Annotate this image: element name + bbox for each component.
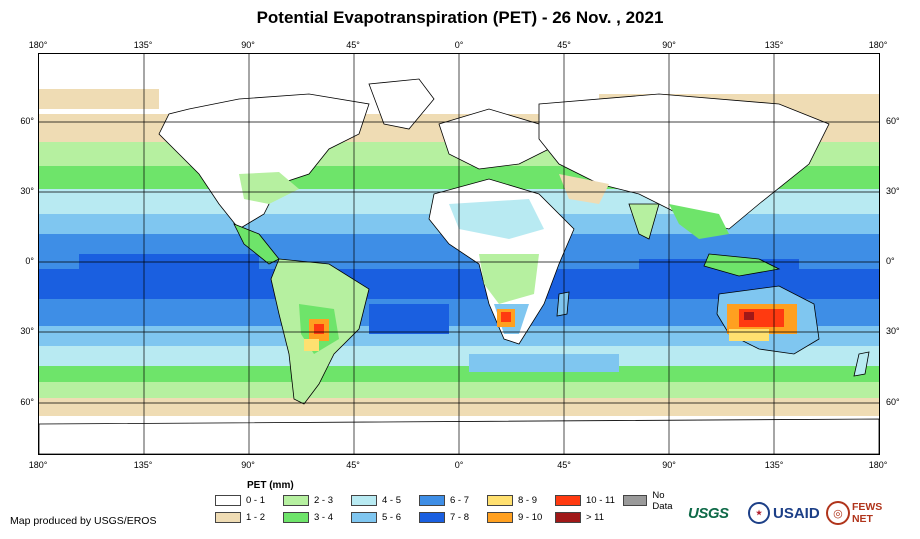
lat-tick-label: 60° xyxy=(886,116,900,126)
legend-item: 2 - 3 xyxy=(283,494,333,507)
fews-net-logo-text: FEWS NET xyxy=(851,501,883,525)
legend-item: 4 - 5 xyxy=(351,494,401,507)
lon-tick-label: 180° xyxy=(868,40,888,50)
lon-tick-label: 0° xyxy=(454,460,464,470)
legend-title: PET (mm) xyxy=(247,480,294,491)
legend-label: 6 - 7 xyxy=(450,495,470,506)
graticule xyxy=(39,54,879,454)
legend-item: 10 - 11 xyxy=(555,494,615,507)
legend-item: 3 - 4 xyxy=(283,511,333,524)
lat-tick-label: 30° xyxy=(20,326,34,336)
lon-tick-label: 180° xyxy=(28,460,48,470)
usgs-logo-text: USGS xyxy=(688,504,729,522)
lon-tick-label: 135° xyxy=(764,460,784,470)
legend-swatch xyxy=(215,495,241,506)
lat-tick-label: 60° xyxy=(20,116,34,126)
legend-label: > 11 xyxy=(586,512,605,523)
lon-tick-label: 90° xyxy=(662,40,676,50)
usgs-logo: USGS xyxy=(688,498,743,528)
lat-tick-label: 30° xyxy=(20,186,34,196)
legend-item: 9 - 10 xyxy=(487,511,542,524)
lon-tick-label: 0° xyxy=(454,40,464,50)
legend-label: 4 - 5 xyxy=(382,495,402,506)
legend-label: 5 - 6 xyxy=(382,512,402,523)
legend-item: 6 - 7 xyxy=(419,494,469,507)
lat-tick-label: 60° xyxy=(886,397,900,407)
lon-tick-label: 45° xyxy=(346,460,360,470)
pet-map xyxy=(38,53,880,455)
legend-swatch xyxy=(555,512,581,523)
lon-tick-label: 135° xyxy=(133,40,153,50)
map-title: Potential Evapotranspiration (PET) - 26 … xyxy=(256,8,664,27)
lon-tick-label: 180° xyxy=(28,40,48,50)
pet-hotspots xyxy=(304,304,797,351)
lat-tick-label: 0° xyxy=(25,256,34,266)
legend-label: 9 - 10 xyxy=(518,512,543,523)
legend-item: 1 - 2 xyxy=(215,511,265,524)
legend-item: > 11 xyxy=(555,511,604,524)
pet-legend: PET (mm) 0 - 1 1 - 2 2 - 3 3 - 4 4 - 5 5… xyxy=(185,480,685,535)
legend-swatch xyxy=(283,495,309,506)
legend-item: 7 - 8 xyxy=(419,511,469,524)
legend-label: 0 - 1 xyxy=(246,495,266,506)
legend-swatch xyxy=(351,495,377,506)
legend-swatch xyxy=(487,495,513,506)
legend-item: 8 - 9 xyxy=(487,494,537,507)
legend-item: 5 - 6 xyxy=(351,511,401,524)
lon-tick-label: 90° xyxy=(241,40,255,50)
lon-tick-label: 135° xyxy=(133,460,153,470)
legend-label: 8 - 9 xyxy=(518,495,538,506)
lon-tick-label: 135° xyxy=(764,40,784,50)
legend-swatch xyxy=(351,512,377,523)
legend-swatch xyxy=(419,495,445,506)
fews-net-logo: ◎ FEWS NET xyxy=(826,498,906,528)
lon-tick-label: 90° xyxy=(241,460,255,470)
usaid-logo: ★ USAID xyxy=(748,498,823,528)
lat-tick-label: 30° xyxy=(886,326,900,336)
usaid-logo-text: USAID xyxy=(773,504,820,522)
fews-net-seal-icon: ◎ xyxy=(826,501,850,525)
legend-swatch xyxy=(419,512,445,523)
lon-tick-label: 45° xyxy=(557,460,571,470)
legend-label: No Data xyxy=(652,489,673,512)
legend-label: 10 - 11 xyxy=(586,495,615,506)
legend-label: 2 - 3 xyxy=(314,495,334,506)
lon-tick-label: 90° xyxy=(662,460,676,470)
legend-swatch xyxy=(215,512,241,523)
legend-swatch xyxy=(283,512,309,523)
legend-item: No Data xyxy=(623,490,685,512)
lon-tick-label: 180° xyxy=(868,460,888,470)
legend-item: 0 - 1 xyxy=(215,494,265,507)
legend-swatch xyxy=(623,495,648,506)
legend-label: 1 - 2 xyxy=(246,512,266,523)
legend-swatch xyxy=(555,495,581,506)
lat-tick-label: 0° xyxy=(886,256,895,266)
legend-label: 7 - 8 xyxy=(450,512,470,523)
pet-map-canvas xyxy=(39,54,879,454)
lon-tick-label: 45° xyxy=(346,40,360,50)
lat-tick-label: 30° xyxy=(886,186,900,196)
legend-label: 3 - 4 xyxy=(314,512,334,523)
usaid-seal-icon: ★ xyxy=(748,502,770,524)
legend-swatch xyxy=(487,512,513,523)
lon-tick-label: 45° xyxy=(557,40,571,50)
map-credit: Map produced by USGS/EROS xyxy=(10,515,157,527)
lat-tick-label: 60° xyxy=(20,397,34,407)
